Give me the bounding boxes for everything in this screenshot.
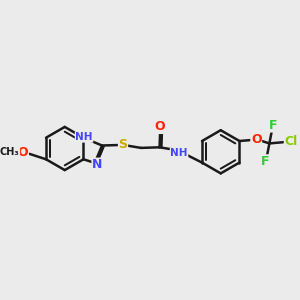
Text: N: N [92, 158, 102, 171]
Text: F: F [261, 155, 269, 168]
Text: NH: NH [75, 132, 93, 142]
Text: NH: NH [170, 148, 188, 158]
Text: S: S [118, 138, 127, 152]
Text: F: F [269, 119, 278, 132]
Text: O: O [251, 133, 262, 146]
Text: O: O [155, 120, 166, 134]
Text: CH₃: CH₃ [0, 147, 20, 158]
Text: O: O [18, 146, 28, 159]
Text: Cl: Cl [284, 135, 298, 148]
